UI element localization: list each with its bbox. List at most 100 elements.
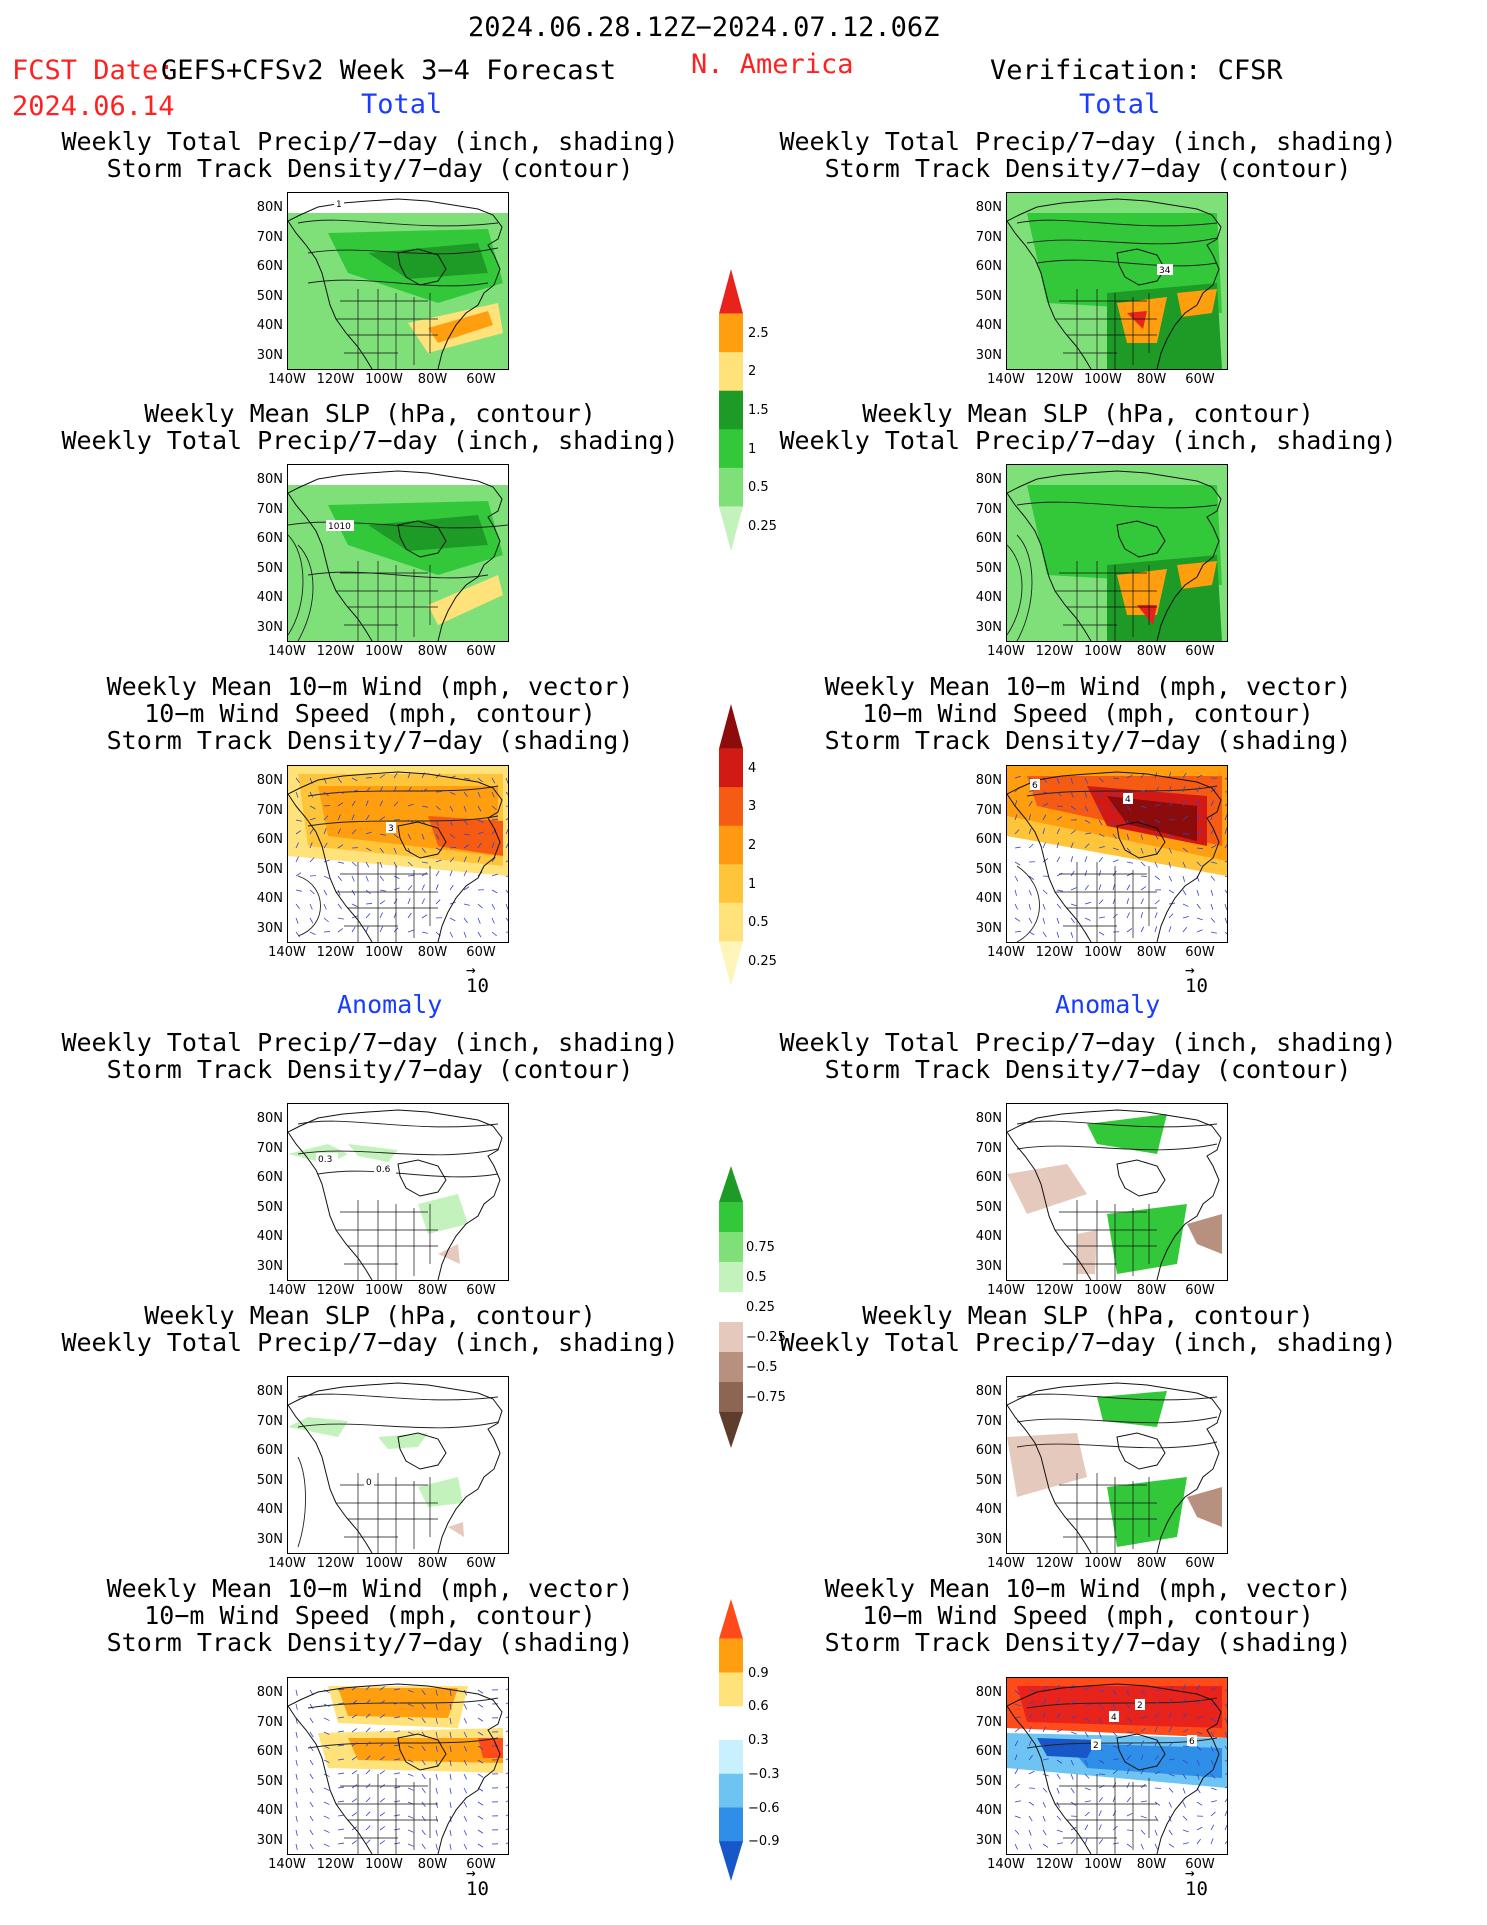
lat-tick-label: 50N [975, 861, 1002, 877]
colorbar-anom-precip [719, 1166, 743, 1448]
colorbar-segment [719, 902, 743, 942]
map-slp-precip-anomaly: 0 [287, 1376, 509, 1554]
map-total-precip-anom-verif [1006, 1103, 1228, 1281]
panel-title-1: Weekly Total Precip/7−day (inch, shading… [61, 127, 679, 183]
lon-tick-label: 100W [365, 1857, 403, 1872]
colorbar-segment [719, 864, 743, 904]
colorbar-segment [719, 1262, 743, 1293]
lat-tick-label: 70N [975, 229, 1002, 245]
date-range: 2024.06.28.12Z−2024.07.12.06Z [468, 12, 940, 43]
panel-title-9: Weekly Mean 10−m Wind (mph, vector) 10−m … [824, 672, 1352, 755]
colorbar-tick-label: 0.25 [748, 953, 777, 969]
lon-tick-label: 60W [466, 1857, 496, 1872]
lon-tick-label: 80W [417, 1556, 448, 1571]
lat-tick-label: 80N [256, 472, 283, 487]
svg-text:3: 3 [388, 824, 394, 834]
svg-text:0.3: 0.3 [318, 1155, 332, 1165]
lon-tick-label: 60W [466, 644, 496, 659]
lat-tick-label: 40N [256, 318, 283, 333]
colorbar-segment [719, 1841, 743, 1881]
colorbar-tick-label: 1.5 [748, 403, 769, 418]
lat-tick-label: 30N [256, 920, 283, 936]
lat-tick-label: 80N [975, 1111, 1002, 1126]
colorbar-tick-label: −0.5 [746, 1360, 778, 1375]
lat-tick-label: 50N [975, 1472, 1002, 1488]
lat-tick-label: 40N [256, 1502, 283, 1517]
colorbar-tick-label: −0.3 [748, 1766, 780, 1782]
lon-tick-label: 100W [1084, 1283, 1122, 1298]
lat-tick-label: 80N [256, 200, 283, 215]
colorbar-segment [719, 313, 743, 353]
lat-tick-label: 50N [975, 288, 1002, 304]
lon-tick-label: 100W [1084, 644, 1122, 659]
lon-tick-label: 60W [466, 1283, 496, 1298]
lat-tick-label: 60N [975, 531, 1002, 546]
lon-tick-label: 100W [365, 945, 403, 960]
fcst-date: 2024.06.14 [12, 91, 175, 122]
lat-tick-label: 80N [256, 1111, 283, 1126]
lon-tick-label: 60W [1185, 644, 1215, 659]
lat-tick-label: 50N [975, 560, 1002, 576]
colorbar-tick-label: 2.5 [748, 325, 769, 341]
colorbar-tick-label: 0.5 [748, 915, 769, 931]
lat-tick-label: 70N [256, 501, 283, 517]
lon-tick-label: 140W [268, 372, 306, 387]
lat-tick-label: 60N [256, 531, 283, 546]
vector-reference-label: 10 [1185, 1878, 1208, 1900]
colorbar-segment [719, 429, 743, 469]
colorbar-segment [719, 1352, 743, 1383]
lon-tick-label: 140W [987, 945, 1025, 960]
colorbar-tick-label: 1 [748, 441, 757, 457]
lon-tick-label: 100W [1084, 945, 1122, 960]
colorbar-segment [719, 1202, 743, 1233]
lon-tick-label: 120W [316, 372, 355, 387]
panel-title-4: Weekly Total Precip/7−day (inch, shading… [61, 1028, 679, 1084]
fcst-date-label: FCST Date: [12, 55, 175, 86]
svg-text:4: 4 [1125, 795, 1131, 805]
colorbar-tick-label: 0.9 [748, 1665, 769, 1681]
svg-text:2: 2 [1137, 1701, 1143, 1711]
lat-tick-label: 70N [256, 229, 283, 245]
lon-tick-label: 120W [316, 644, 355, 659]
svg-text:0: 0 [366, 1478, 372, 1488]
lat-tick-label: 40N [256, 1229, 283, 1244]
colorbar-tick-label: 0.25 [748, 518, 777, 534]
vector-reference: → 10 [1185, 960, 1208, 998]
lon-tick-label: 80W [1136, 945, 1167, 960]
lon-tick-label: 80W [1136, 1556, 1167, 1571]
section-anomaly-right: Anomaly [1055, 990, 1161, 1019]
map-wind-storm-anomaly [287, 1677, 509, 1855]
vector-reference-label: 10 [466, 975, 489, 997]
lat-tick-label: 60N [975, 259, 1002, 274]
lon-tick-label: 140W [268, 644, 306, 659]
colorbar-segment [719, 1166, 743, 1202]
lon-tick-label: 60W [1185, 945, 1215, 960]
colorbar-segment [719, 390, 743, 430]
section-total-left: Total [361, 89, 443, 120]
colorbar-tick-label: 0.25 [746, 1300, 775, 1315]
lat-tick-label: 30N [975, 1258, 1002, 1274]
vector-reference-label: 10 [466, 1878, 489, 1900]
lat-tick-label: 40N [975, 1229, 1002, 1244]
panel-title-6: Weekly Mean 10−m Wind (mph, vector) 10−m … [106, 1574, 634, 1657]
lat-tick-label: 50N [256, 861, 283, 877]
colorbar-segment [719, 1740, 743, 1775]
colorbar-tick-label: 0.5 [748, 480, 769, 496]
lon-tick-label: 60W [466, 372, 496, 387]
vector-reference: → 10 [1185, 1863, 1208, 1901]
colorbar-segment [719, 1672, 743, 1707]
lon-tick-label: 80W [1136, 644, 1167, 659]
lon-tick-label: 120W [316, 1556, 355, 1571]
lat-tick-label: 40N [256, 1803, 283, 1818]
lon-tick-label: 60W [1185, 1857, 1215, 1872]
lat-tick-label: 60N [975, 1744, 1002, 1759]
lat-tick-label: 50N [256, 1472, 283, 1488]
vector-reference-label: 10 [1185, 975, 1208, 997]
lat-tick-label: 40N [256, 891, 283, 906]
panel-title-11: Weekly Mean SLP (hPa, contour) Weekly Tot… [779, 1301, 1397, 1357]
lon-tick-label: 80W [417, 1857, 448, 1872]
lon-tick-label: 80W [1136, 1857, 1167, 1872]
lon-tick-label: 140W [987, 1556, 1025, 1571]
colorbar-segment [719, 825, 743, 865]
lat-tick-label: 70N [975, 501, 1002, 517]
